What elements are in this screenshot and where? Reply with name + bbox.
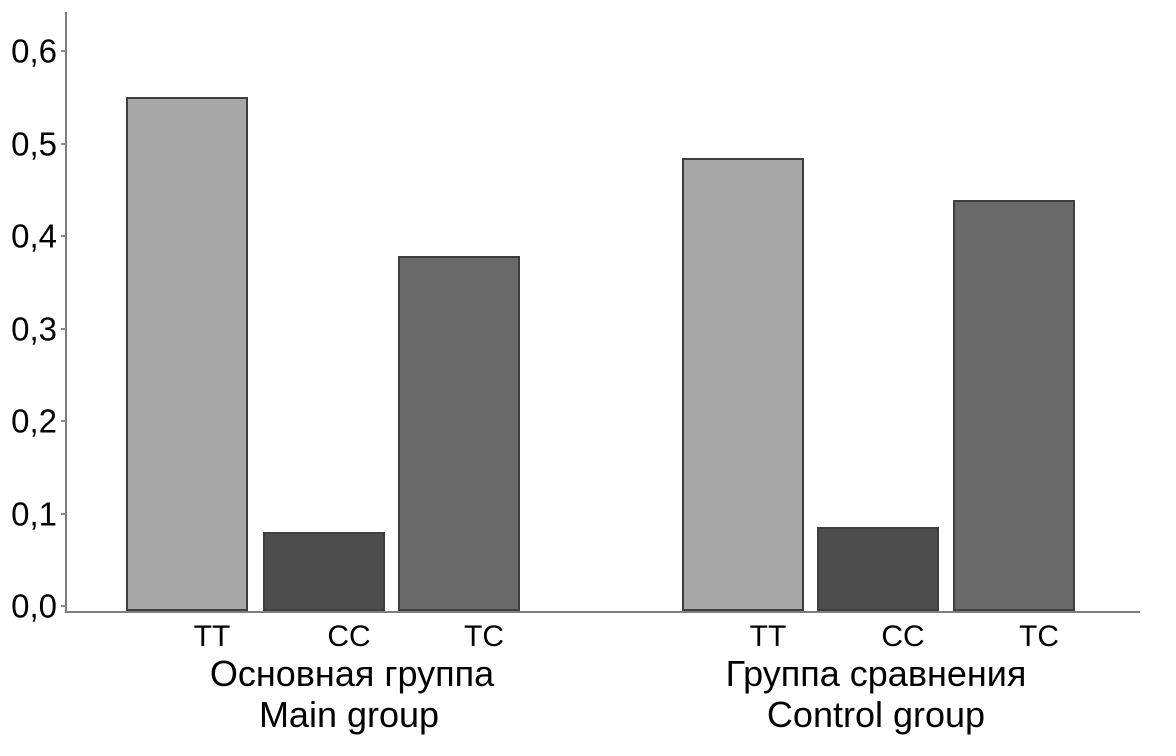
x-axis-line — [65, 611, 1140, 613]
bar-cc-main-group — [263, 532, 385, 611]
y-tick-mark — [61, 327, 66, 330]
y-axis-line — [65, 12, 67, 613]
y-tick-mark — [61, 235, 66, 237]
group-label-ru-main-group: Основная группа — [209, 653, 495, 694]
bar-cc-control-group — [817, 527, 939, 611]
y-tick-label-0,3: 0,3 — [11, 310, 57, 347]
category-label-tt-control-group: TT — [749, 620, 787, 653]
group-label-en-main-group: Main group — [258, 694, 440, 735]
y-tick-mark — [61, 512, 66, 515]
y-tick-label-0,4: 0,4 — [11, 217, 57, 255]
bar-tc-control-group — [953, 200, 1075, 611]
group-label-ru-control-group: Группа сравнения — [725, 653, 1027, 694]
y-tick-mark — [61, 142, 66, 145]
category-label-tc-main-group: TC — [464, 620, 504, 653]
group-label-en-control-group: Control group — [766, 694, 986, 735]
bar-tt-main-group — [126, 97, 248, 611]
category-label-tc-control-group: TC — [1019, 620, 1059, 653]
y-tick-label-0,0: 0,0 — [11, 587, 57, 625]
y-tick-label-0,6: 0,6 — [11, 32, 57, 70]
y-tick-label-0,5: 0,5 — [11, 125, 57, 162]
category-label-cc-main-group: CC — [327, 620, 371, 653]
y-tick-mark — [61, 605, 66, 607]
bar-tc-main-group — [398, 256, 520, 611]
y-tick-mark — [61, 50, 66, 52]
category-label-tt-main-group: TT — [193, 620, 231, 653]
bar-tt-control-group — [682, 158, 804, 611]
y-tick-label-0,2: 0,2 — [11, 402, 57, 440]
y-tick-label-0,1: 0,1 — [11, 495, 57, 532]
category-label-cc-control-group: CC — [881, 620, 925, 653]
y-tick-mark — [61, 420, 66, 422]
